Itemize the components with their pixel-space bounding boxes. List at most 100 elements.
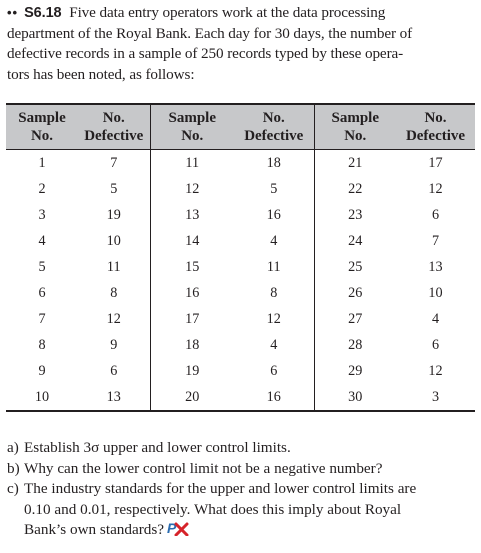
- column-header: Sample No.: [314, 103, 396, 150]
- sample-number-cell: 22: [348, 181, 363, 197]
- sample-number-cell: 26: [348, 285, 363, 301]
- defective-count-cell: 8: [234, 280, 315, 306]
- problem-line-4: tors has been noted, as follows:: [7, 65, 195, 83]
- column-header: Sample No.: [150, 103, 234, 150]
- sample-number-cell: 15: [185, 259, 200, 275]
- defective-count-cell: 11: [234, 254, 315, 280]
- defective-count-cell: 8: [78, 280, 151, 306]
- defective-count-cell: 16: [234, 384, 315, 412]
- sample-number-cell: 7: [38, 311, 46, 327]
- table-row: 10 13 20 16 30 3: [6, 384, 475, 412]
- problem-line-2: department of the Royal Bank. Each day f…: [7, 24, 413, 42]
- defective-count-cell: 4: [234, 228, 315, 254]
- question-label: a): [7, 439, 19, 456]
- table-row: 3 19 13 16 23 6: [6, 202, 475, 228]
- sample-number-cell: 12: [185, 181, 200, 197]
- defective-count-cell: 18: [234, 149, 315, 176]
- sample-number-cell: 9: [38, 363, 46, 379]
- sample-number-cell: 6: [38, 285, 46, 301]
- defective-count-cell: 6: [78, 358, 151, 384]
- question-label: c): [7, 480, 19, 497]
- sample-number-cell: 1: [38, 155, 46, 171]
- sample-number-cell: 29: [348, 363, 363, 379]
- sample-number-cell: 5: [38, 259, 46, 275]
- table-header-row: Sample No. No. Defective Sample No. No. Defe…: [6, 103, 475, 150]
- table-row: 5 11 15 11 25 13: [6, 254, 475, 280]
- table-row: 8 9 18 4 28 6: [6, 332, 475, 358]
- defective-count-cell: 7: [431, 233, 440, 249]
- defect-data-table: Sample No. No. Defective Sample No. No. Defe…: [6, 103, 475, 412]
- sample-number-cell: 25: [348, 259, 363, 275]
- defective-count-cell: 9: [78, 332, 151, 358]
- question-text: The industry standards for the upper and…: [24, 480, 417, 497]
- sample-number-cell: 24: [348, 233, 363, 249]
- column-header: Sample No.: [6, 103, 78, 150]
- question-a: a) Establish 3σ upper and lower control …: [7, 438, 477, 459]
- question-c: c) The industry standards for the upper …: [7, 479, 477, 541]
- defective-count-cell: 6: [431, 207, 440, 223]
- defective-count-cell: 12: [234, 306, 315, 332]
- defective-count-cell: 4: [431, 311, 440, 327]
- defective-count-cell: 5: [78, 176, 151, 202]
- question-text: Why can the lower control limit not be a…: [24, 459, 383, 477]
- sample-number-cell: 21: [348, 155, 363, 171]
- sample-number-cell: 30: [314, 384, 396, 412]
- column-header: No. Defective: [78, 103, 151, 150]
- sample-number-cell: 20: [150, 384, 234, 412]
- sample-number-cell: 4: [38, 233, 46, 249]
- defective-count-cell: 3: [396, 384, 475, 412]
- sample-number-cell: 16: [185, 285, 200, 301]
- table-row: 7 12 17 12 27 4: [6, 306, 475, 332]
- problem-line-3: defective records in a sample of 250 rec…: [7, 45, 404, 62]
- sample-number-cell: 14: [185, 233, 200, 249]
- difficulty-dots: ••: [7, 5, 19, 20]
- defective-count-cell: 4: [234, 332, 315, 358]
- problem-number: S6.18: [24, 5, 62, 21]
- problem-statement: •• S6.18 Five data entry operators work a…: [7, 3, 475, 85]
- sample-number-cell: 13: [185, 207, 200, 223]
- problem-text: Five data entry operators work at the da…: [69, 4, 386, 21]
- defective-count-cell: 17: [428, 155, 443, 171]
- defective-count-cell: 19: [78, 202, 151, 228]
- defective-count-cell: 11: [78, 254, 151, 280]
- defective-count-cell: 12: [428, 363, 443, 379]
- table-row: 2 5 12 5 22 12: [6, 176, 475, 202]
- column-header: No. Defective: [396, 103, 475, 150]
- defective-count-cell: 12: [78, 306, 151, 332]
- sample-number-cell: 19: [185, 363, 200, 379]
- defective-count-cell: 16: [234, 202, 315, 228]
- sample-number-cell: 3: [38, 207, 46, 223]
- defective-count-cell: 13: [78, 384, 151, 412]
- sample-number-cell: 8: [38, 337, 46, 353]
- sample-number-cell: 18: [185, 337, 200, 353]
- sample-number-cell: 2: [38, 181, 46, 197]
- svg-text:P: P: [167, 520, 177, 536]
- question-text: Establish 3σ upper and lower control lim…: [24, 439, 291, 456]
- question-b: b) Why can the lower control limit not b…: [7, 459, 477, 480]
- question-list: a) Establish 3σ upper and lower control …: [7, 438, 477, 541]
- table-body: 1 7 11 18 21 17 2 5 12 5 22 12 3 19 13 16 23 6 4 10 14 4 24 7 5 1…: [6, 149, 475, 412]
- table-row: 9 6 19 6 29 12: [6, 358, 475, 384]
- sample-number-cell: 27: [348, 311, 363, 327]
- sample-number-cell: 10: [6, 384, 78, 412]
- sample-number-cell: 11: [185, 155, 200, 171]
- defective-count-cell: 10: [78, 228, 151, 254]
- question-text: 0.10 and 0.01, respectively. What does t…: [24, 500, 402, 518]
- defective-count-cell: 12: [428, 181, 443, 197]
- sample-number-cell: 28: [348, 337, 363, 353]
- defective-count-cell: 13: [428, 259, 443, 275]
- px-logo-icon: P: [167, 520, 189, 536]
- sample-number-cell: 23: [348, 207, 363, 223]
- question-text: Bank’s own standards?: [24, 521, 165, 538]
- question-label: b): [7, 459, 20, 477]
- table-row: 6 8 16 8 26 10: [6, 280, 475, 306]
- column-header: No. Defective: [234, 103, 315, 150]
- table-row: 4 10 14 4 24 7: [6, 228, 475, 254]
- defective-count-cell: 7: [78, 149, 151, 176]
- problem-line-1: •• S6.18 Five data entry operators work a…: [7, 3, 475, 24]
- defective-count-cell: 6: [234, 358, 315, 384]
- defective-count-cell: 6: [431, 337, 440, 353]
- table-row: 1 7 11 18 21 17: [6, 149, 475, 176]
- sample-number-cell: 17: [185, 311, 200, 327]
